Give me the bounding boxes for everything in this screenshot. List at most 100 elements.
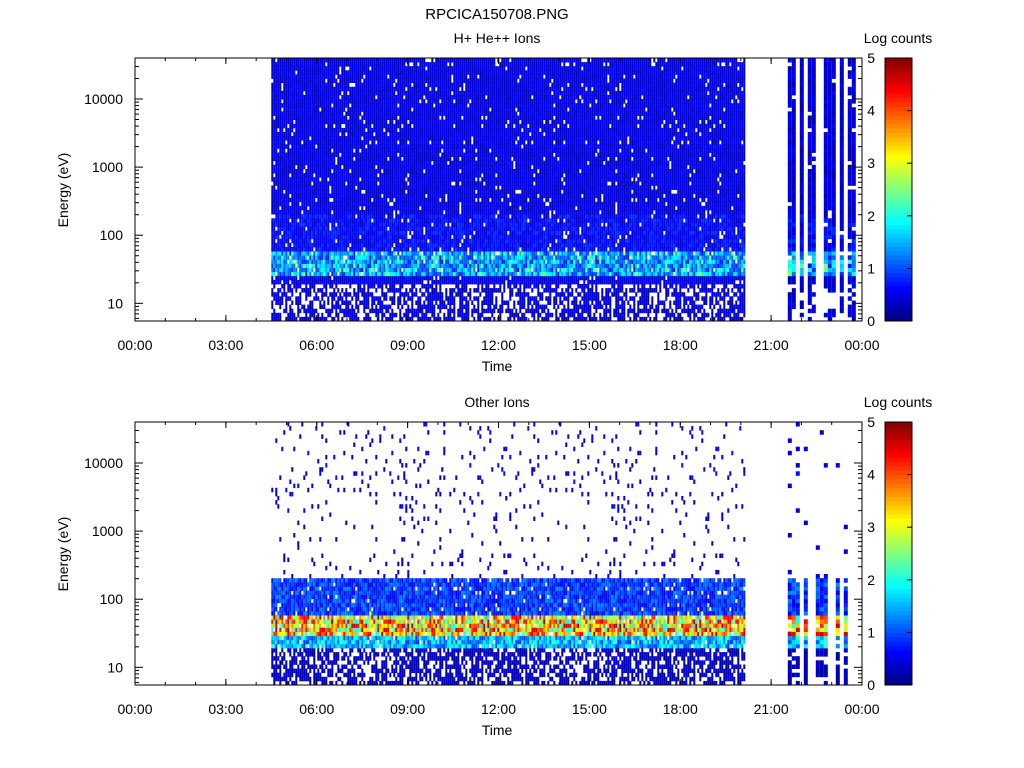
heatmap-cell bbox=[389, 279, 392, 285]
heatmap-cell bbox=[391, 164, 394, 170]
heatmap-cell bbox=[325, 58, 328, 63]
heatmap-cell bbox=[315, 181, 318, 186]
heatmap-cell bbox=[299, 267, 302, 273]
heatmap-cell bbox=[429, 62, 432, 67]
heatmap-cell bbox=[373, 230, 376, 236]
heatmap-cell bbox=[403, 185, 406, 190]
heatmap-cell bbox=[287, 160, 290, 166]
heatmap-cell bbox=[417, 263, 420, 269]
heatmap-cell bbox=[305, 144, 308, 149]
heatmap-cell bbox=[315, 292, 318, 297]
heatmap-cell bbox=[337, 275, 340, 281]
heatmap-cell bbox=[425, 123, 428, 129]
heatmap-cell bbox=[311, 132, 314, 137]
heatmap-cell bbox=[417, 308, 420, 314]
heatmap-cell bbox=[373, 185, 376, 190]
heatmap-cell bbox=[353, 230, 356, 236]
heatmap-cell bbox=[271, 82, 274, 88]
heatmap-cell bbox=[435, 292, 438, 297]
heatmap-cell bbox=[387, 115, 390, 121]
heatmap-cell bbox=[287, 58, 290, 63]
heatmap-cell bbox=[309, 234, 312, 240]
heatmap-cell bbox=[381, 247, 384, 252]
heatmap-cell bbox=[437, 127, 440, 133]
heatmap-cell bbox=[413, 177, 416, 182]
heatmap-cell bbox=[387, 210, 390, 215]
heatmap-cell bbox=[315, 201, 318, 207]
heatmap-cell bbox=[393, 132, 396, 137]
heatmap-cell bbox=[391, 222, 394, 227]
heatmap-cell bbox=[435, 288, 438, 293]
heatmap-cell bbox=[433, 218, 436, 223]
heatmap-cell bbox=[325, 255, 328, 260]
heatmap-cell bbox=[351, 181, 354, 186]
heatmap-cell bbox=[277, 132, 280, 137]
heatmap-cell bbox=[305, 312, 308, 318]
heatmap-cell bbox=[275, 103, 278, 108]
heatmap-cell bbox=[377, 152, 380, 158]
heatmap-cell bbox=[423, 267, 426, 273]
heatmap-cell bbox=[293, 222, 296, 227]
heatmap-cell bbox=[419, 189, 422, 195]
heatmap-cell bbox=[275, 144, 278, 149]
heatmap-cell bbox=[327, 152, 330, 158]
heatmap-cell bbox=[287, 218, 290, 223]
heatmap-cell bbox=[305, 214, 308, 219]
heatmap-cell bbox=[391, 238, 394, 244]
heatmap-cell bbox=[415, 74, 418, 79]
heatmap-cell bbox=[345, 267, 348, 273]
heatmap-cell bbox=[375, 123, 378, 129]
heatmap-cell bbox=[379, 127, 382, 133]
heatmap-cell bbox=[425, 189, 428, 195]
heatmap-cell bbox=[351, 119, 354, 125]
heatmap-cell bbox=[367, 238, 370, 244]
heatmap-cell bbox=[431, 308, 434, 314]
heatmap-cell bbox=[429, 316, 432, 322]
heatmap-cell bbox=[423, 189, 426, 195]
heatmap-cell bbox=[319, 156, 322, 162]
heatmap-cell bbox=[379, 234, 382, 240]
heatmap-cell bbox=[411, 197, 414, 203]
heatmap-cell bbox=[287, 251, 290, 256]
heatmap-cell bbox=[295, 226, 298, 232]
heatmap-cell bbox=[319, 95, 322, 100]
heatmap-cell bbox=[365, 66, 368, 71]
heatmap-cell bbox=[283, 115, 286, 121]
heatmap-cell bbox=[437, 99, 440, 104]
heatmap-cell bbox=[327, 226, 330, 232]
heatmap-cell bbox=[321, 185, 324, 190]
heatmap-cell bbox=[441, 275, 444, 281]
heatmap-cell bbox=[409, 255, 412, 260]
heatmap-cell bbox=[299, 107, 302, 112]
heatmap-cell bbox=[359, 144, 362, 149]
heatmap-cell bbox=[301, 193, 304, 199]
heatmap-cell bbox=[313, 103, 316, 108]
heatmap-cell bbox=[283, 288, 286, 293]
heatmap-cell bbox=[391, 234, 394, 240]
heatmap-cell bbox=[315, 263, 318, 269]
heatmap-cell bbox=[291, 218, 294, 223]
heatmap-cell bbox=[375, 247, 378, 252]
heatmap-cell bbox=[365, 90, 368, 96]
heatmap-cell bbox=[303, 316, 306, 322]
heatmap-cell bbox=[349, 205, 352, 211]
heatmap-cell bbox=[421, 247, 424, 252]
heatmap-cell bbox=[403, 222, 406, 227]
heatmap-cell bbox=[439, 271, 442, 277]
heatmap-cell bbox=[353, 115, 356, 121]
heatmap-cell bbox=[331, 152, 334, 158]
heatmap-cell bbox=[331, 123, 334, 129]
heatmap-cell bbox=[395, 152, 398, 158]
heatmap-cell bbox=[423, 66, 426, 71]
heatmap-cell bbox=[273, 70, 276, 75]
heatmap-cell bbox=[415, 160, 418, 166]
heatmap-cell bbox=[373, 140, 376, 145]
heatmap-cell bbox=[329, 127, 332, 133]
heatmap-cell bbox=[411, 267, 414, 273]
heatmap-cell bbox=[305, 316, 308, 322]
heatmap-cell bbox=[341, 181, 344, 186]
heatmap-cell bbox=[333, 107, 336, 112]
heatmap-cell bbox=[373, 90, 376, 96]
heatmap-cell bbox=[303, 205, 306, 211]
heatmap-cell bbox=[393, 255, 396, 260]
